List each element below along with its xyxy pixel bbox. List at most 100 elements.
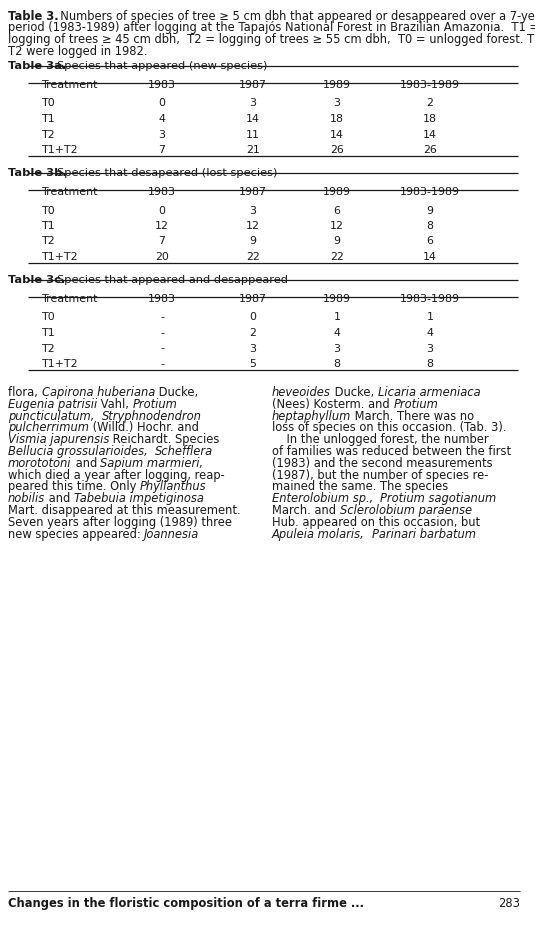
Text: 18: 18 bbox=[330, 114, 344, 124]
Text: and: and bbox=[45, 492, 74, 505]
Text: 1987: 1987 bbox=[239, 187, 267, 197]
Text: Vismia japurensis: Vismia japurensis bbox=[8, 433, 109, 446]
Text: Table 3c.: Table 3c. bbox=[8, 275, 65, 285]
Text: 283: 283 bbox=[498, 897, 520, 910]
Text: heptaphyllum: heptaphyllum bbox=[272, 410, 351, 423]
Text: Seven years after logging (1989) three: Seven years after logging (1989) three bbox=[8, 516, 232, 529]
Text: 3: 3 bbox=[249, 205, 256, 216]
Text: 7: 7 bbox=[158, 145, 165, 155]
Text: Sapium marmieri,: Sapium marmieri, bbox=[101, 457, 203, 470]
Text: heveoides: heveoides bbox=[272, 386, 331, 399]
Text: -: - bbox=[160, 359, 164, 369]
Text: 22: 22 bbox=[246, 252, 260, 262]
Text: 6: 6 bbox=[333, 205, 340, 216]
Text: Phyllanthus: Phyllanthus bbox=[140, 480, 207, 493]
Text: 14: 14 bbox=[246, 114, 260, 124]
Text: Treatment: Treatment bbox=[42, 294, 98, 304]
Text: Apuleia molaris,: Apuleia molaris, bbox=[272, 527, 365, 540]
Text: 2: 2 bbox=[249, 328, 256, 338]
Text: morototoni: morototoni bbox=[8, 457, 72, 470]
Text: peared this time. Only: peared this time. Only bbox=[8, 480, 140, 493]
Text: 1989: 1989 bbox=[323, 294, 351, 304]
Text: Sclerolobium paraense: Sclerolobium paraense bbox=[340, 504, 472, 517]
Text: 7: 7 bbox=[158, 237, 165, 246]
Text: Mart. disappeared at this measurement.: Mart. disappeared at this measurement. bbox=[8, 504, 241, 517]
Text: T1: T1 bbox=[42, 114, 56, 124]
Text: 9: 9 bbox=[249, 237, 256, 246]
Text: In the unlogged forest, the number: In the unlogged forest, the number bbox=[272, 433, 488, 446]
Text: 26: 26 bbox=[330, 145, 344, 155]
Text: (Nees) Kosterm. and: (Nees) Kosterm. and bbox=[272, 398, 393, 411]
Text: Bellucia grossularioides,: Bellucia grossularioides, bbox=[8, 445, 148, 458]
Text: 8: 8 bbox=[333, 359, 340, 369]
Text: 3: 3 bbox=[426, 343, 433, 353]
Text: -: - bbox=[160, 328, 164, 338]
Text: 1983-1989: 1983-1989 bbox=[400, 187, 460, 197]
Text: Species that appeared (new species): Species that appeared (new species) bbox=[57, 61, 268, 71]
Text: 0: 0 bbox=[158, 205, 165, 216]
Text: T0: T0 bbox=[42, 313, 56, 323]
Text: 1983: 1983 bbox=[148, 80, 176, 90]
Text: period (1983-1989) after logging at the Tapajós National Forest in Brazilian Ama: period (1983-1989) after logging at the … bbox=[8, 21, 535, 34]
Text: Changes in the floristic composition of a terra firme ...: Changes in the floristic composition of … bbox=[8, 897, 364, 910]
Text: 12: 12 bbox=[330, 221, 344, 231]
Text: 1: 1 bbox=[426, 313, 433, 323]
Text: T1: T1 bbox=[42, 328, 56, 338]
Text: 1987: 1987 bbox=[239, 294, 267, 304]
Text: logging of trees ≥ 45 cm dbh,  T2 = logging of trees ≥ 55 cm dbh,  T0 = unlogged: logging of trees ≥ 45 cm dbh, T2 = loggi… bbox=[8, 33, 535, 46]
Text: 9: 9 bbox=[333, 237, 340, 246]
Text: 1987: 1987 bbox=[239, 80, 267, 90]
Text: 1983: 1983 bbox=[148, 187, 176, 197]
Text: 1989: 1989 bbox=[323, 187, 351, 197]
Text: Eugenia patrisii: Eugenia patrisii bbox=[8, 398, 97, 411]
Text: flora,: flora, bbox=[8, 386, 42, 399]
Text: 22: 22 bbox=[330, 252, 344, 262]
Text: 1: 1 bbox=[333, 313, 340, 323]
Text: T2: T2 bbox=[42, 343, 56, 353]
Text: Enterolobium sp.,: Enterolobium sp., bbox=[272, 492, 373, 505]
Text: Stryphnodendron: Stryphnodendron bbox=[102, 410, 202, 423]
Text: -: - bbox=[160, 343, 164, 353]
Text: Vahl,: Vahl, bbox=[97, 398, 133, 411]
Text: 18: 18 bbox=[423, 114, 437, 124]
Text: puncticulatum,: puncticulatum, bbox=[8, 410, 94, 423]
Text: 14: 14 bbox=[423, 252, 437, 262]
Text: Species that appeared and desappeared: Species that appeared and desappeared bbox=[57, 275, 288, 285]
Text: mained the same. The species: mained the same. The species bbox=[272, 480, 448, 493]
Text: T2: T2 bbox=[42, 237, 56, 246]
Text: Protium sagotianum: Protium sagotianum bbox=[380, 492, 497, 505]
Text: 3: 3 bbox=[333, 98, 340, 108]
Text: (Willd.) Hochr. and: (Willd.) Hochr. and bbox=[89, 422, 199, 435]
Text: 4: 4 bbox=[426, 328, 433, 338]
Text: T1+T2: T1+T2 bbox=[42, 252, 79, 262]
Text: Hub. appeared on this occasion, but: Hub. appeared on this occasion, but bbox=[272, 516, 480, 529]
Text: Ducke,: Ducke, bbox=[155, 386, 198, 399]
Text: 12: 12 bbox=[246, 221, 260, 231]
Text: 3: 3 bbox=[249, 343, 256, 353]
Text: 1983-1989: 1983-1989 bbox=[400, 294, 460, 304]
Text: which died a year after logging, reap-: which died a year after logging, reap- bbox=[8, 469, 225, 482]
Text: 20: 20 bbox=[155, 252, 169, 262]
Text: March. and: March. and bbox=[272, 504, 340, 517]
Text: 3: 3 bbox=[158, 130, 165, 140]
Text: T2: T2 bbox=[42, 130, 56, 140]
Text: 9: 9 bbox=[426, 205, 433, 216]
Text: Protium: Protium bbox=[133, 398, 178, 411]
Text: 26: 26 bbox=[423, 145, 437, 155]
Text: Joannesia: Joannesia bbox=[144, 527, 200, 540]
Text: T0: T0 bbox=[42, 98, 56, 108]
Text: and: and bbox=[72, 457, 101, 470]
Text: T2 were logged in 1982.: T2 were logged in 1982. bbox=[8, 44, 148, 57]
Text: 0: 0 bbox=[249, 313, 256, 323]
Text: pulcherrimum: pulcherrimum bbox=[8, 422, 89, 435]
Text: Table 3.: Table 3. bbox=[8, 10, 59, 23]
Text: T1+T2: T1+T2 bbox=[42, 359, 79, 369]
Text: loss of species on this occasion. (Tab. 3).: loss of species on this occasion. (Tab. … bbox=[272, 422, 507, 435]
Text: 12: 12 bbox=[155, 221, 169, 231]
Text: 5: 5 bbox=[249, 359, 256, 369]
Text: 1983-1989: 1983-1989 bbox=[400, 80, 460, 90]
Text: T0: T0 bbox=[42, 205, 56, 216]
Text: 21: 21 bbox=[246, 145, 260, 155]
Text: of families was reduced between the first: of families was reduced between the firs… bbox=[272, 445, 511, 458]
Text: 3: 3 bbox=[333, 343, 340, 353]
